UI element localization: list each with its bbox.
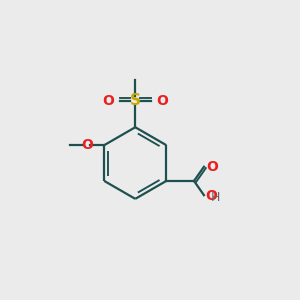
Text: O: O	[103, 94, 115, 108]
Text: S: S	[130, 93, 141, 108]
Text: H: H	[211, 191, 220, 204]
Text: O: O	[206, 160, 218, 174]
Text: O: O	[156, 94, 168, 108]
Text: O: O	[81, 138, 93, 152]
Text: O: O	[205, 189, 217, 203]
